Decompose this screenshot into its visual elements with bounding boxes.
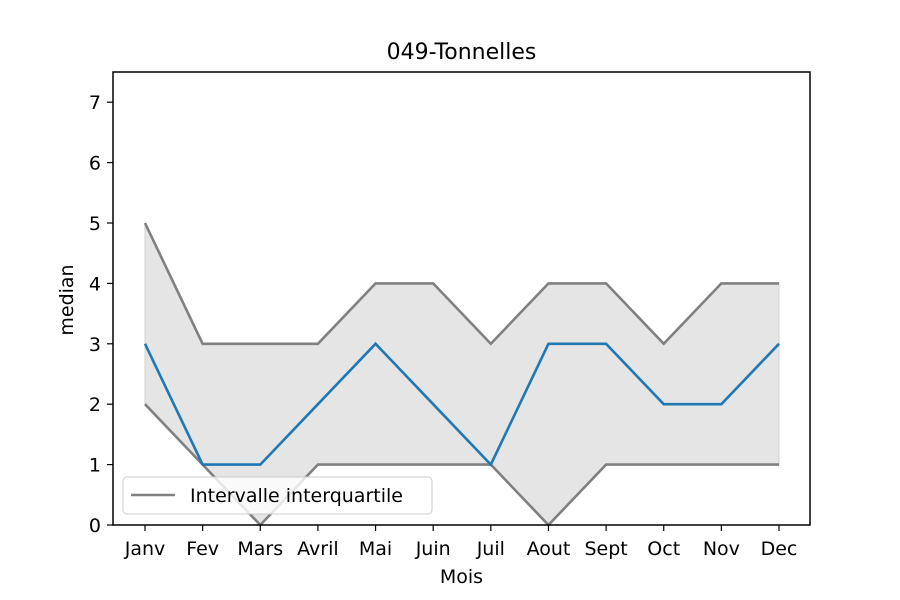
- y-axis-label: median: [56, 264, 78, 335]
- legend: Intervalle interquartile: [122, 476, 433, 515]
- x-tick-label: Avril: [297, 538, 339, 560]
- x-tick-label: Juin: [415, 538, 451, 560]
- y-tick-label: 6: [89, 153, 101, 175]
- chart-title: 049-Tonnelles: [387, 40, 537, 65]
- axes-frame: [112, 71, 811, 526]
- upper-quartile-line: [143, 222, 779, 346]
- y-tick-label: 1: [89, 455, 101, 477]
- x-tick-label: Aout: [527, 538, 571, 560]
- axis-ticks: Janv Fev Mars Avril Mai Juin Juil Aout Sept Oct No…: [89, 92, 797, 560]
- x-tick-label: Sept: [584, 538, 627, 560]
- x-tick-label: Oct: [647, 538, 680, 560]
- legend-entry-label: Intervalle interquartile: [190, 485, 403, 507]
- legend-box: [122, 476, 433, 515]
- x-tick-label: Janv: [124, 538, 166, 560]
- y-tick-label: 0: [89, 515, 101, 537]
- plot-area: [112, 71, 811, 527]
- lower-quartile-line: [144, 403, 779, 527]
- y-tick-label: 4: [89, 273, 101, 295]
- x-tick-label: Mai: [359, 538, 392, 560]
- x-tick-label: Fev: [186, 538, 219, 560]
- x-axis-label: Mois: [440, 566, 483, 588]
- y-tick-label: 3: [89, 334, 101, 356]
- y-tick-label: 7: [89, 92, 101, 114]
- y-tick-label: 5: [89, 213, 101, 235]
- x-tick-label: Mars: [237, 538, 283, 560]
- x-tick-label: Nov: [703, 538, 740, 560]
- x-tick-label: Dec: [761, 538, 798, 560]
- median-line: [143, 341, 780, 467]
- x-tick-label: Juil: [476, 538, 505, 560]
- y-tick-label: 2: [89, 394, 101, 416]
